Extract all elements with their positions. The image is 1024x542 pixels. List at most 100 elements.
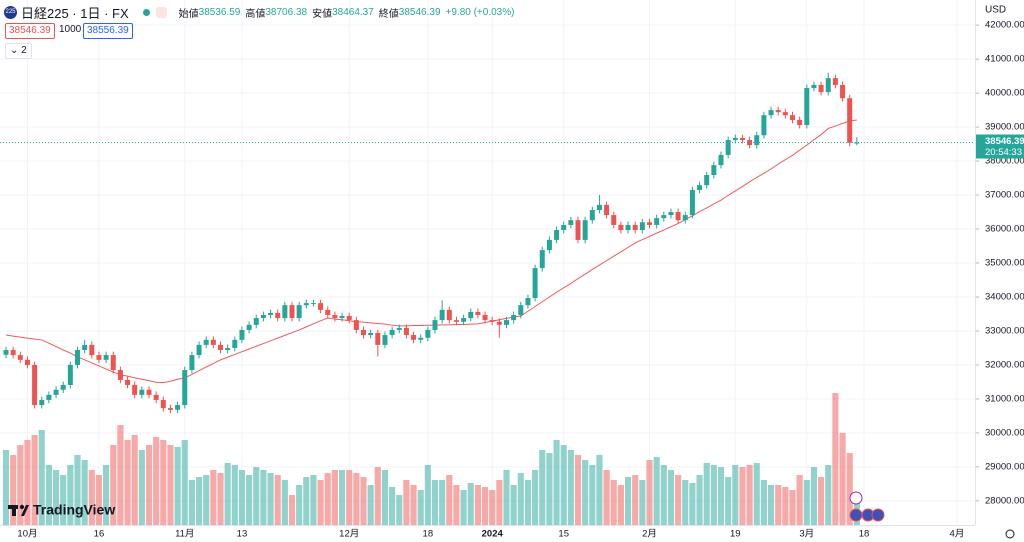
volume-bar (667, 470, 675, 525)
candle-body (468, 311, 474, 319)
volume-bar (274, 475, 281, 525)
volume-bar (267, 473, 274, 525)
volume-bar (138, 450, 145, 525)
volume-bar (367, 485, 374, 525)
y-tick-label: 33000.00 (985, 325, 1024, 336)
candle-body (89, 344, 95, 356)
candle-body (196, 344, 202, 356)
volume-bar (131, 435, 138, 525)
candle-body (39, 399, 45, 406)
candle-body (96, 355, 102, 360)
countdown: 20:54:33 (985, 147, 1022, 158)
volume-bar (217, 473, 224, 525)
volume-bar (717, 467, 725, 525)
volume-bar (67, 465, 74, 525)
candle-body (847, 98, 853, 143)
volume-bar (818, 477, 825, 525)
volume-bar (489, 490, 496, 525)
volume-bar (238, 470, 246, 525)
candle-body (725, 140, 731, 155)
candle-body (275, 312, 281, 319)
volume-bar (88, 470, 95, 525)
candle-body (754, 135, 760, 146)
candle-body (732, 137, 738, 140)
volume-bar (260, 470, 267, 525)
event-icon[interactable] (849, 508, 863, 522)
logo: TradingView (8, 502, 115, 518)
volume-bar (396, 495, 403, 525)
symbol-title[interactable]: 日経225 · 1日 · FX (21, 6, 129, 21)
volume-bar (467, 483, 474, 525)
buy-price[interactable]: 38556.39 (83, 23, 133, 39)
high-value: 38706.38 (265, 7, 308, 18)
event-icon[interactable] (871, 508, 885, 522)
volume-bar (24, 440, 31, 525)
volume-bar (117, 425, 124, 525)
currency: USD (985, 5, 1006, 16)
candle-body (239, 329, 245, 340)
volume-bar (474, 485, 481, 525)
volume-bar (38, 430, 45, 525)
candle-body (632, 224, 638, 231)
volume-bar (296, 485, 303, 525)
indicator-toggle[interactable]: ⌄ 2 (5, 43, 32, 59)
volume-bar (660, 465, 667, 525)
volume-bar (31, 435, 38, 525)
y-tick-label: 42000.00 (985, 20, 1024, 31)
candle-body (17, 355, 23, 360)
volume-bar (524, 480, 532, 525)
volume-bar (582, 460, 589, 525)
volume-bar (639, 480, 646, 525)
volume-bar (317, 480, 324, 525)
candle-body (697, 185, 703, 190)
symbol-icon: 225 (4, 6, 17, 19)
candle-body (768, 110, 774, 116)
candle-body (639, 222, 645, 231)
volume-bar (560, 445, 567, 525)
y-tick-label: 28000.00 (985, 495, 1024, 506)
volume-bar (481, 487, 489, 525)
close-value: 38546.39 (398, 7, 441, 18)
volume-bar (617, 485, 624, 525)
open-label: 始値 (178, 9, 199, 20)
candle-body (704, 175, 710, 186)
x-tick-label: 19 (730, 529, 741, 540)
candle-body (232, 339, 238, 348)
volume-bar (353, 473, 360, 525)
candle-body (446, 309, 452, 321)
volume-bar (532, 470, 539, 525)
candle-body (210, 339, 216, 345)
sell-price[interactable]: 38546.39 (5, 23, 55, 39)
candle-body (511, 315, 517, 321)
volume-bar (653, 457, 660, 525)
candle-body (46, 394, 52, 400)
volume-bar (2, 450, 10, 525)
volume-bar (796, 475, 803, 525)
x-tick-label: 3月 (799, 529, 814, 540)
candle-body (575, 220, 581, 240)
volume-bar (746, 465, 753, 525)
candle-body (182, 370, 188, 406)
candle-body (60, 385, 66, 390)
settings-icon[interactable] (1005, 529, 1015, 539)
volume-bar (424, 465, 431, 525)
volume-bar (410, 485, 417, 525)
volume-bar (589, 465, 596, 525)
candle-body (797, 119, 803, 126)
candle-body (10, 350, 16, 356)
volume-bar (160, 440, 167, 525)
status-dot (142, 9, 150, 16)
volume-bar (760, 480, 767, 525)
y-tick-label: 35000.00 (985, 258, 1024, 269)
volume-bar (803, 480, 810, 525)
candle-body (854, 142, 860, 144)
volume-bar (496, 480, 503, 525)
candle-body (625, 224, 631, 231)
volume-bar (389, 487, 396, 525)
volume-bar (153, 437, 160, 525)
volume-bar (231, 465, 238, 525)
event-icon[interactable] (849, 491, 863, 505)
candle-body (110, 355, 116, 371)
candle-body (825, 78, 831, 93)
candle-body (568, 220, 574, 225)
